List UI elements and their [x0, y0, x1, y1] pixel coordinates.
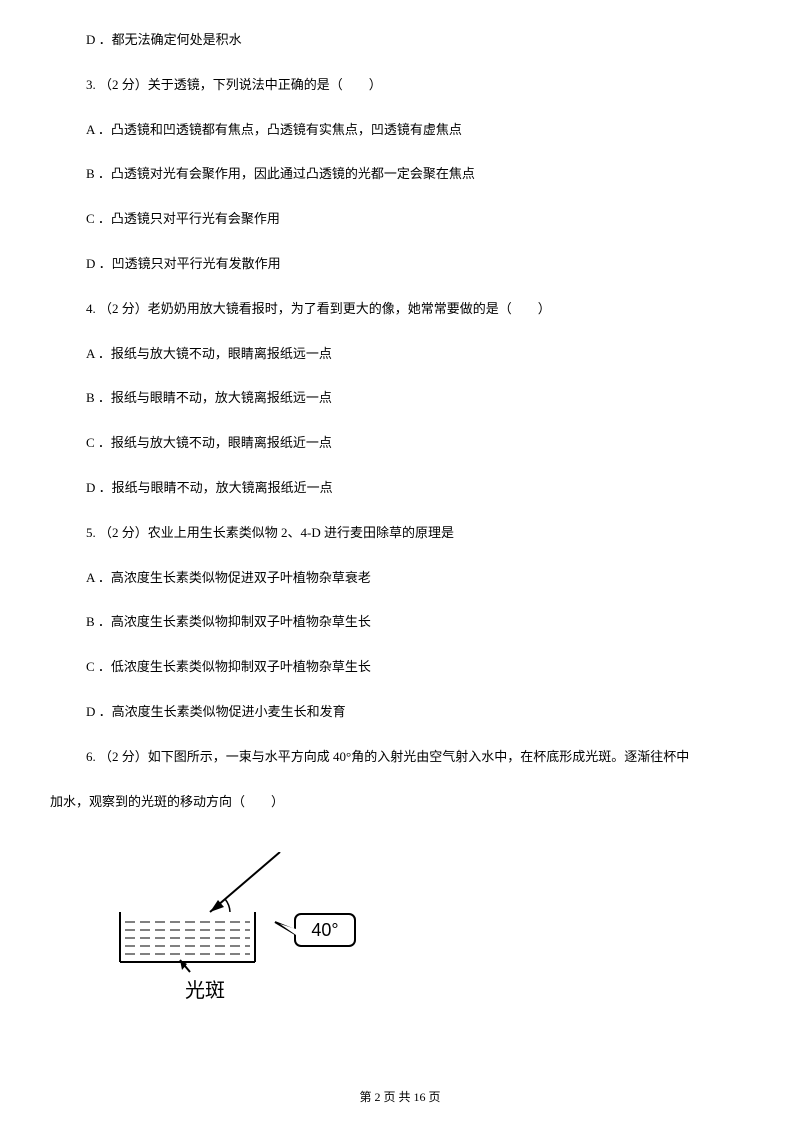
q2-option-d: D ．都无法确定何处是积水 [50, 30, 750, 51]
q6-stem-line1: 6. （2 分）如下图所示，一束与水平方向成 40°角的入射光由空气射入水中，在… [50, 747, 750, 768]
q4-option-c: C ．报纸与放大镜不动，眼睛离报纸近一点 [50, 433, 750, 454]
q5-option-a: A ．高浓度生长素类似物促进双子叶植物杂草衰老 [50, 568, 750, 589]
page-footer: 第 2 页 共 16 页 [0, 1088, 800, 1107]
water-lines-icon [125, 922, 250, 954]
q4-option-b: B ．报纸与眼睛不动，放大镜离报纸远一点 [50, 388, 750, 409]
q3-option-d: D ．凹透镜只对平行光有发散作用 [50, 254, 750, 275]
q5-option-c: C ．低浓度生长素类似物抑制双子叶植物杂草生长 [50, 657, 750, 678]
q6-stem-line2: 加水，观察到的光斑的移动方向（ ） [50, 792, 750, 813]
spot-label: 光斑 [185, 979, 225, 1002]
angle-label: 40° [311, 920, 338, 940]
q5-stem: 5. （2 分）农业上用生长素类似物 2、4-D 进行麦田除草的原理是 [50, 523, 750, 544]
refraction-diagram: 40° 光斑 [110, 852, 750, 1029]
q3-stem: 3. （2 分）关于透镜，下列说法中正确的是（ ） [50, 75, 750, 96]
q4-stem: 4. （2 分）老奶奶用放大镜看报时，为了看到更大的像，她常常要做的是（ ） [50, 299, 750, 320]
angle-arc-icon [225, 899, 230, 912]
q3-option-c: C ．凸透镜只对平行光有会聚作用 [50, 209, 750, 230]
q4-option-a: A ．报纸与放大镜不动，眼睛离报纸远一点 [50, 344, 750, 365]
q4-option-d: D ．报纸与眼睛不动，放大镜离报纸近一点 [50, 478, 750, 499]
q3-option-b: B ．凸透镜对光有会聚作用，因此通过凸透镜的光都一定会聚在焦点 [50, 164, 750, 185]
q5-option-d: D ．高浓度生长素类似物促进小麦生长和发育 [50, 702, 750, 723]
q3-option-a: A ．凸透镜和凹透镜都有焦点，凸透镜有实焦点，凹透镜有虚焦点 [50, 120, 750, 141]
angle-callout-icon: 40° [275, 914, 355, 946]
q5-option-b: B ．高浓度生长素类似物抑制双子叶植物杂草生长 [50, 612, 750, 633]
